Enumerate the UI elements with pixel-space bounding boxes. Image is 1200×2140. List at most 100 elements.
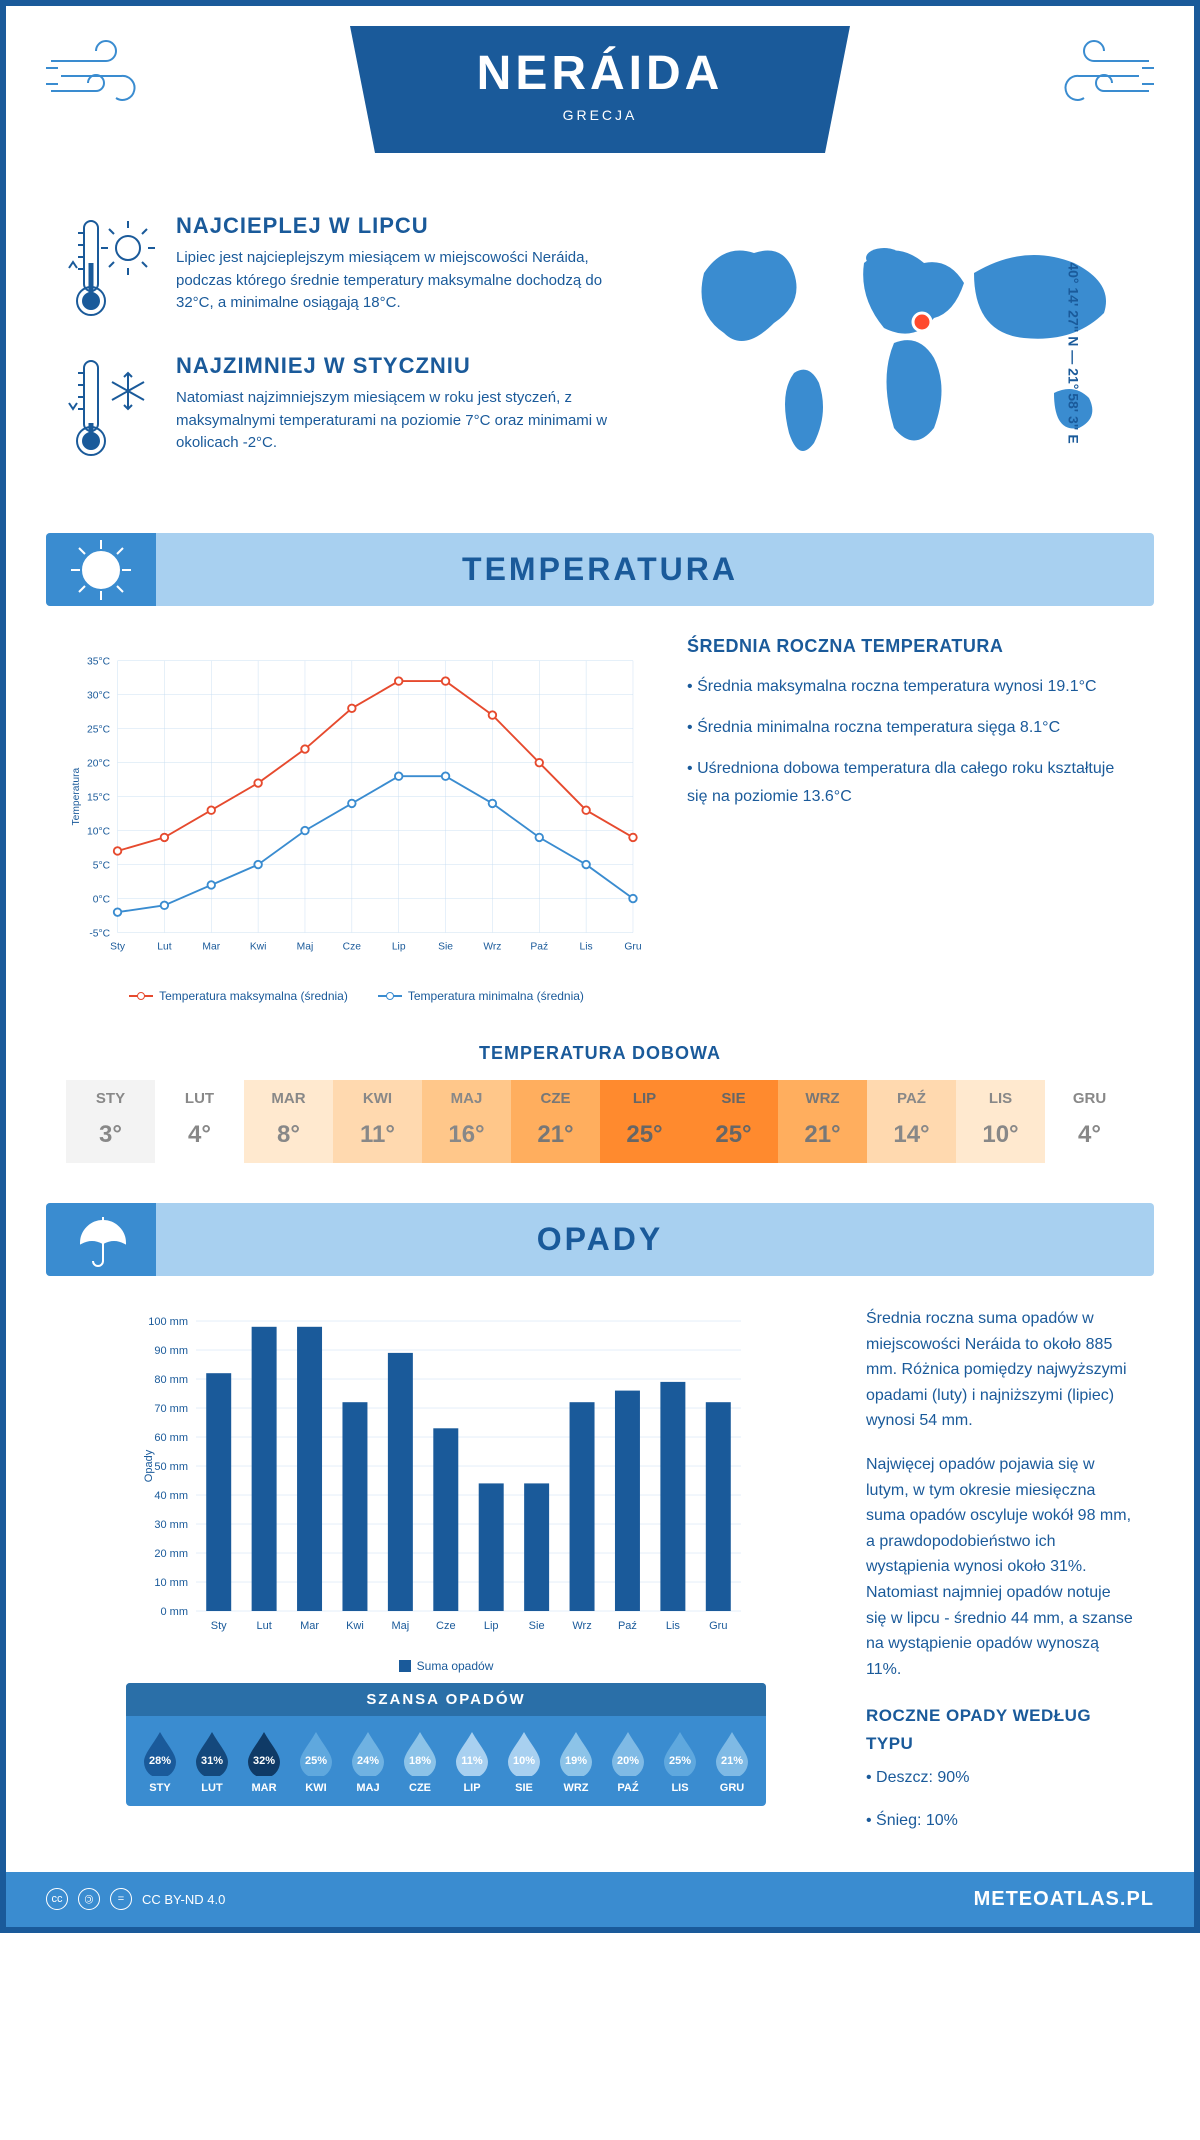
svg-text:Maj: Maj <box>297 941 314 952</box>
svg-text:28%: 28% <box>149 1755 171 1767</box>
precipitation-chart: 0 mm10 mm20 mm30 mm40 mm50 mm60 mm70 mm8… <box>66 1306 826 1646</box>
precip-type-heading: ROCZNE OPADY WEDŁUG TYPU <box>866 1702 1134 1756</box>
daily-value: 10° <box>956 1121 1045 1149</box>
temperature-text: ŚREDNIA ROCZNA TEMPERATURA • Średnia mak… <box>687 636 1134 1003</box>
precipitation-content: 0 mm10 mm20 mm30 mm40 mm50 mm60 mm70 mm8… <box>6 1276 1194 1872</box>
svg-text:50 mm: 50 mm <box>154 1461 188 1473</box>
svg-text:0°C: 0°C <box>93 894 111 905</box>
license-text: CC BY-ND 4.0 <box>142 1892 225 1907</box>
daily-cell: CZE 21° <box>511 1080 600 1163</box>
daily-cell: STY3° <box>66 1080 155 1163</box>
svg-text:60 mm: 60 mm <box>154 1432 188 1444</box>
daily-value: 21° <box>511 1121 600 1149</box>
daily-month: LIS <box>956 1090 1045 1107</box>
chance-month: LIS <box>654 1782 706 1794</box>
license-block: cc 🄯 = CC BY-ND 4.0 <box>46 1888 225 1910</box>
chance-cell: 24%MAJ <box>342 1728 394 1794</box>
chance-month: LIP <box>446 1782 498 1794</box>
svg-text:Temperatura: Temperatura <box>71 767 82 825</box>
daily-value: 25° <box>689 1121 778 1149</box>
daily-cell: MAR8° <box>244 1080 333 1163</box>
intro-section: NAJCIEPLEJ W LIPCU Lipiec jest najcieple… <box>6 193 1194 533</box>
raindrop-icon: 10% <box>504 1728 544 1776</box>
header-banner: NERÁIDA GRECJA <box>350 26 850 153</box>
daily-month: MAJ <box>422 1090 511 1107</box>
daily-cell: MAJ16° <box>422 1080 511 1163</box>
daily-value: 21° <box>778 1121 867 1149</box>
warmest-title: NAJCIEPLEJ W LIPCU <box>176 213 634 239</box>
daily-value: 14° <box>867 1121 956 1149</box>
daily-month: SIE <box>689 1090 778 1107</box>
chance-month: LUT <box>186 1782 238 1794</box>
svg-text:Sty: Sty <box>211 1620 227 1632</box>
legend-min-label: Temperatura minimalna (średnia) <box>408 989 584 1003</box>
chance-month: WRZ <box>550 1782 602 1794</box>
svg-text:30 mm: 30 mm <box>154 1519 188 1531</box>
coldest-text: NAJZIMNIEJ W STYCZNIU Natomiast najzimni… <box>176 353 634 463</box>
raindrop-icon: 11% <box>452 1728 492 1776</box>
legend-max-label: Temperatura maksymalna (średnia) <box>159 989 348 1003</box>
precipitation-title: OPADY <box>46 1221 1154 1258</box>
cc-icon: cc <box>46 1888 68 1910</box>
svg-text:25%: 25% <box>669 1755 691 1767</box>
svg-text:Sie: Sie <box>529 1620 545 1632</box>
daily-month: CZE <box>511 1090 600 1107</box>
daily-month: KWI <box>333 1090 422 1107</box>
by-icon: 🄯 <box>78 1888 100 1910</box>
svg-text:Lut: Lut <box>256 1620 271 1632</box>
umbrella-tab-icon <box>46 1203 156 1276</box>
svg-text:Gru: Gru <box>624 941 641 952</box>
chance-cell: 25% KWI <box>290 1728 342 1794</box>
svg-text:Mar: Mar <box>202 941 220 952</box>
svg-text:32%: 32% <box>253 1755 275 1767</box>
chance-month: CZE <box>394 1782 446 1794</box>
svg-text:Lut: Lut <box>157 941 171 952</box>
precip-type-line: • Śnieg: 10% <box>866 1808 1134 1834</box>
chance-cell: 19% WRZ <box>550 1728 602 1794</box>
svg-text:100 mm: 100 mm <box>148 1316 188 1328</box>
svg-text:Sty: Sty <box>110 941 126 952</box>
svg-text:30°C: 30°C <box>87 690 111 701</box>
raindrop-icon: 31% <box>192 1728 232 1776</box>
daily-value: 4° <box>1045 1121 1134 1149</box>
daily-cell: LUT4° <box>155 1080 244 1163</box>
chance-cell: 31% LUT <box>186 1728 238 1794</box>
legend-sum-label: Suma opadów <box>417 1659 494 1673</box>
precipitation-text: Średnia roczna suma opadów w miejscowośc… <box>866 1306 1134 1852</box>
svg-text:10°C: 10°C <box>87 826 111 837</box>
svg-text:31%: 31% <box>201 1755 223 1767</box>
wind-swirl-icon <box>46 36 166 116</box>
sun-tab-icon <box>46 533 156 606</box>
header: NERÁIDA GRECJA <box>6 6 1194 193</box>
svg-text:11%: 11% <box>461 1755 483 1767</box>
raindrop-icon: 19% <box>556 1728 596 1776</box>
coordinates: 40° 14' 27" N — 21° 58' 3" E <box>1065 262 1081 443</box>
daily-cell: LIS 10° <box>956 1080 1045 1163</box>
raindrop-icon: 21% <box>712 1728 752 1776</box>
chance-month: MAJ <box>342 1782 394 1794</box>
daily-month: LIP <box>600 1090 689 1107</box>
svg-text:10 mm: 10 mm <box>154 1577 188 1589</box>
chance-month: PAŹ <box>602 1782 654 1794</box>
wind-swirl-icon <box>1034 36 1154 116</box>
chance-month: KWI <box>290 1782 342 1794</box>
svg-text:Wrz: Wrz <box>572 1620 591 1632</box>
daily-cell: SIE 25° <box>689 1080 778 1163</box>
svg-text:20°C: 20°C <box>87 758 111 769</box>
nd-icon: = <box>110 1888 132 1910</box>
warmest-text: NAJCIEPLEJ W LIPCU Lipiec jest najcieple… <box>176 213 634 323</box>
footer: cc 🄯 = CC BY-ND 4.0 METEOATLAS.PL <box>6 1872 1194 1927</box>
svg-text:80 mm: 80 mm <box>154 1374 188 1386</box>
coldest-title: NAJZIMNIEJ W STYCZNIU <box>176 353 634 379</box>
svg-text:0 mm: 0 mm <box>161 1606 189 1618</box>
svg-text:Paź: Paź <box>530 941 548 952</box>
svg-text:Kwi: Kwi <box>346 1620 364 1632</box>
daily-month: GRU <box>1045 1090 1134 1107</box>
chance-month: SIE <box>498 1782 550 1794</box>
svg-text:Paź: Paź <box>618 1620 637 1632</box>
page: NERÁIDA GRECJA <box>0 0 1200 1933</box>
svg-text:Lis: Lis <box>666 1620 681 1632</box>
precip-p1: Średnia roczna suma opadów w miejscowośc… <box>866 1306 1134 1434</box>
raindrop-icon: 25% <box>296 1728 336 1776</box>
daily-month: STY <box>66 1090 155 1107</box>
